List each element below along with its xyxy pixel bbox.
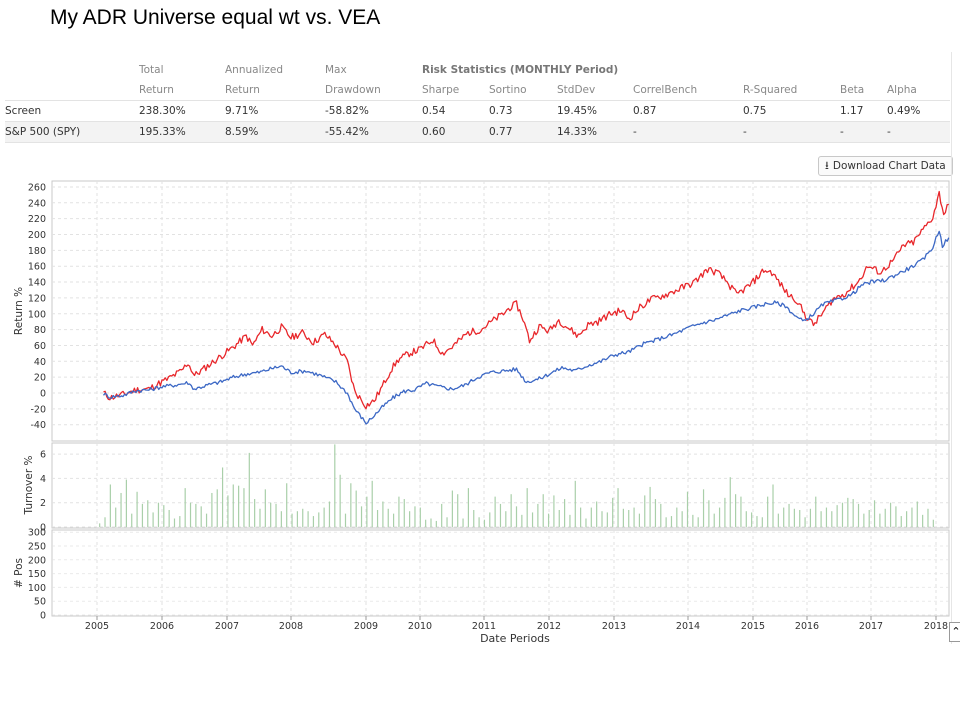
return-panel-frame xyxy=(51,180,950,442)
header-cell: Alpha xyxy=(887,84,917,96)
positions-y-tick-label: 100 xyxy=(28,583,46,594)
table-cell: Screen xyxy=(5,100,139,122)
return-y-tick-label: 180 xyxy=(28,246,46,257)
header-cell: Total xyxy=(139,64,164,76)
table-cell: 0.60 xyxy=(422,121,489,143)
positions-panel-frame xyxy=(51,529,950,617)
header-row-1: Total Annualized Max Risk Statistics (MO… xyxy=(5,60,950,80)
turnover-y-axis-label: Turnover % xyxy=(23,455,35,515)
table-cell: 0.49% xyxy=(887,100,950,122)
x-tick-label: 2014 xyxy=(676,621,700,632)
table-cell: -58.82% xyxy=(325,100,422,122)
turnover-y-tick-label: 2 xyxy=(40,498,46,509)
return-y-tick-label: 260 xyxy=(28,182,46,193)
return-y-tick-label: 80 xyxy=(34,325,46,336)
return-y-tick-label: 20 xyxy=(34,373,46,384)
x-tick-label: 2017 xyxy=(859,621,883,632)
stats-table: Total Annualized Max Risk Statistics (MO… xyxy=(5,60,950,143)
table-cell: 0.73 xyxy=(489,100,557,122)
header-cell: Return xyxy=(225,84,260,96)
return-y-axis-label: Return % xyxy=(13,287,25,335)
x-tick-label: 2011 xyxy=(472,621,496,632)
return-y-tick-label: 220 xyxy=(28,214,46,225)
header-cell: Annualized xyxy=(225,64,284,76)
header-cell: CorrelBench xyxy=(633,84,698,96)
return-y-tick-label: 240 xyxy=(28,198,46,209)
series-line-benchmark xyxy=(102,230,950,425)
table-cell: 0.77 xyxy=(489,121,557,143)
x-axis-label: Date Periods xyxy=(480,632,550,645)
positions-y-tick-label: 200 xyxy=(28,555,46,566)
turnover-y-tick-label: 6 xyxy=(40,450,46,461)
table-cell: 14.33% xyxy=(557,121,633,143)
x-tick-label: 2015 xyxy=(741,621,765,632)
risk-statistics-header: Risk Statistics (MONTHLY Period) xyxy=(422,64,619,76)
x-tick-label: 2008 xyxy=(279,621,303,632)
x-tick-label: 2009 xyxy=(354,621,378,632)
turnover-y-tick-label: 0 xyxy=(40,523,46,534)
table-row-screen: Screen 238.30% 9.71% -58.82% 0.54 0.73 1… xyxy=(5,100,950,122)
table-cell: - xyxy=(633,121,743,143)
return-y-tick-label: 120 xyxy=(28,293,46,304)
table-cell: S&P 500 (SPY) xyxy=(5,121,139,143)
table-cell: -55.42% xyxy=(325,121,422,143)
table-cell: 1.17 xyxy=(840,100,887,122)
header-cell: Sortino xyxy=(489,84,527,96)
return-y-tick-label: 200 xyxy=(28,230,46,241)
table-cell: - xyxy=(887,121,950,143)
positions-y-tick-label: 150 xyxy=(28,569,46,580)
positions-y-tick-label: 0 xyxy=(40,611,46,622)
x-tick-label: 2005 xyxy=(85,621,109,632)
series-line-screen xyxy=(103,190,949,410)
return-y-tick-label: 60 xyxy=(34,341,46,352)
table-cell: 195.33% xyxy=(139,121,225,143)
header-cell: Beta xyxy=(840,84,865,96)
turnover-panel-frame xyxy=(51,442,950,529)
positions-y-tick-label: 250 xyxy=(28,542,46,553)
chart-panel: Total Annualized Max Risk Statistics (MO… xyxy=(0,52,960,644)
download-chart-data-button[interactable]: ⭳ Download Chart Data xyxy=(818,156,953,176)
return-y-tick-label: 160 xyxy=(28,262,46,273)
table-cell: 0.87 xyxy=(633,100,743,122)
table-cell: 19.45% xyxy=(557,100,633,122)
x-tick-label: 2016 xyxy=(795,621,819,632)
table-row-benchmark: S&P 500 (SPY) 195.33% 8.59% -55.42% 0.60… xyxy=(5,121,950,143)
positions-y-tick-label: 50 xyxy=(34,597,46,608)
table-cell: - xyxy=(840,121,887,143)
table-cell: 238.30% xyxy=(139,100,225,122)
slide-title: My ADR Universe equal wt vs. VEA xyxy=(50,6,381,29)
header-cell: Drawdown xyxy=(325,84,381,96)
download-button-label: Download Chart Data xyxy=(832,160,946,172)
x-tick-label: 2012 xyxy=(537,621,561,632)
return-y-tick-label: -40 xyxy=(30,420,46,431)
positions-y-tick-label: 300 xyxy=(28,528,46,539)
table-cell: 0.54 xyxy=(422,100,489,122)
table-cell: 9.71% xyxy=(225,100,325,122)
x-tick-label: 2007 xyxy=(215,621,239,632)
scroll-up-button[interactable]: ⌃ xyxy=(949,622,960,642)
return-y-tick-label: 140 xyxy=(28,278,46,289)
return-y-tick-label: 100 xyxy=(28,309,46,320)
download-icon: ⭳ xyxy=(825,158,829,172)
table-cell: - xyxy=(743,121,840,143)
header-cell: StdDev xyxy=(557,84,596,96)
header-cell: R-Squared xyxy=(743,84,798,96)
header-cell: Return xyxy=(139,84,174,96)
positions-y-axis-label: # Pos xyxy=(13,558,25,588)
header-cell: Max xyxy=(325,64,347,76)
x-tick-label: 2018 xyxy=(924,621,948,632)
return-y-tick-label: 40 xyxy=(34,357,46,368)
x-tick-label: 2010 xyxy=(408,621,432,632)
header-cell: Sharpe xyxy=(422,84,460,96)
turnover-y-tick-label: 4 xyxy=(40,474,46,485)
table-cell: 0.75 xyxy=(743,100,840,122)
return-y-tick-label: -20 xyxy=(30,404,46,415)
x-tick-label: 2006 xyxy=(150,621,174,632)
header-row-2: Return Return Drawdown Sharpe Sortino St… xyxy=(5,80,950,101)
x-tick-label: 2013 xyxy=(602,621,626,632)
return-y-tick-label: 0 xyxy=(40,389,46,400)
table-cell: 8.59% xyxy=(225,121,325,143)
